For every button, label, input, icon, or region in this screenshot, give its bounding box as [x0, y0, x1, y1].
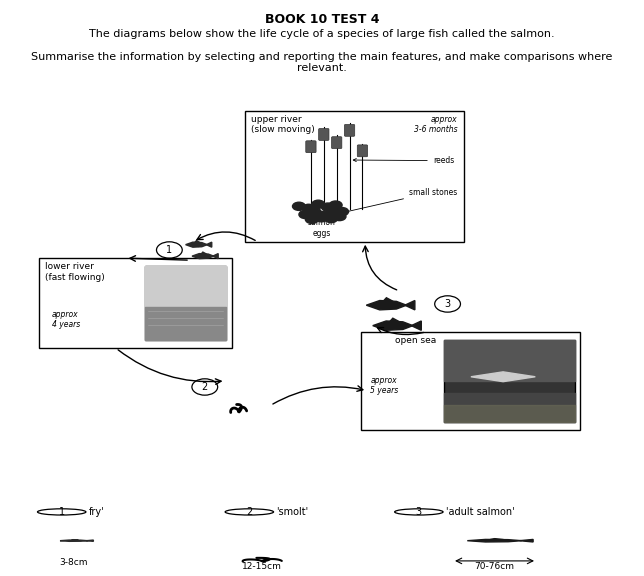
Polygon shape — [206, 242, 212, 247]
Circle shape — [302, 204, 315, 213]
Polygon shape — [490, 539, 504, 540]
Polygon shape — [386, 305, 393, 308]
Text: open sea: open sea — [395, 336, 436, 345]
Circle shape — [336, 207, 348, 216]
Text: lower river
(fast flowing): lower river (fast flowing) — [45, 262, 105, 282]
Text: reeds: reeds — [354, 156, 454, 165]
Text: salmon
eggs: salmon eggs — [308, 218, 336, 238]
Circle shape — [292, 202, 305, 210]
Text: Summarise the information by selecting and reporting the main features, and make: Summarise the information by selecting a… — [32, 52, 612, 74]
Polygon shape — [213, 253, 218, 259]
Polygon shape — [520, 539, 533, 542]
FancyBboxPatch shape — [319, 128, 329, 141]
Polygon shape — [192, 253, 214, 259]
Polygon shape — [203, 256, 207, 258]
Text: 70-76cm: 70-76cm — [475, 562, 515, 571]
FancyBboxPatch shape — [444, 340, 575, 422]
Text: 'adult salmon': 'adult salmon' — [446, 507, 515, 517]
Circle shape — [312, 200, 325, 209]
Polygon shape — [185, 242, 207, 247]
Polygon shape — [405, 301, 415, 310]
Polygon shape — [196, 245, 200, 247]
Circle shape — [305, 215, 318, 223]
Text: 3-8cm: 3-8cm — [59, 558, 88, 567]
Circle shape — [321, 203, 334, 211]
Text: approx
3-6 months: approx 3-6 months — [413, 115, 457, 134]
FancyBboxPatch shape — [361, 332, 580, 430]
Text: BOOK 10 TEST 4: BOOK 10 TEST 4 — [265, 13, 379, 26]
FancyBboxPatch shape — [345, 124, 355, 137]
Text: small stones: small stones — [338, 188, 457, 214]
Polygon shape — [366, 301, 406, 310]
Polygon shape — [194, 241, 200, 242]
Text: 2: 2 — [246, 507, 252, 517]
FancyBboxPatch shape — [145, 266, 226, 340]
Circle shape — [325, 214, 337, 223]
Polygon shape — [60, 540, 88, 541]
Polygon shape — [393, 325, 399, 329]
Text: 'smolt': 'smolt' — [276, 507, 308, 517]
Polygon shape — [468, 539, 522, 542]
Text: upper river
(slow moving): upper river (slow moving) — [251, 115, 315, 134]
Text: 12-15cm: 12-15cm — [242, 562, 281, 571]
FancyBboxPatch shape — [39, 258, 232, 348]
Polygon shape — [383, 298, 393, 301]
Circle shape — [299, 210, 312, 218]
Text: 3: 3 — [416, 507, 422, 517]
Text: The diagrams below show the life cycle of a species of large fish called the sal: The diagrams below show the life cycle o… — [89, 29, 555, 39]
Polygon shape — [86, 540, 93, 541]
Polygon shape — [201, 252, 207, 254]
FancyBboxPatch shape — [245, 111, 464, 242]
Text: approx
5 years: approx 5 years — [370, 376, 399, 396]
FancyBboxPatch shape — [306, 141, 316, 153]
FancyBboxPatch shape — [357, 145, 368, 157]
Polygon shape — [412, 321, 421, 330]
Text: 2: 2 — [202, 382, 208, 392]
Circle shape — [318, 211, 331, 219]
Circle shape — [315, 214, 328, 222]
Circle shape — [333, 213, 346, 221]
Text: 1: 1 — [166, 245, 173, 255]
Text: approx
4 years: approx 4 years — [52, 310, 80, 329]
Text: 3: 3 — [444, 299, 451, 309]
Circle shape — [328, 210, 341, 218]
Polygon shape — [390, 318, 399, 322]
Text: 1: 1 — [59, 507, 65, 517]
Polygon shape — [373, 321, 413, 330]
Circle shape — [308, 209, 321, 217]
Text: fry': fry' — [89, 507, 104, 517]
Polygon shape — [471, 372, 535, 382]
Circle shape — [329, 201, 342, 209]
FancyBboxPatch shape — [332, 137, 342, 149]
